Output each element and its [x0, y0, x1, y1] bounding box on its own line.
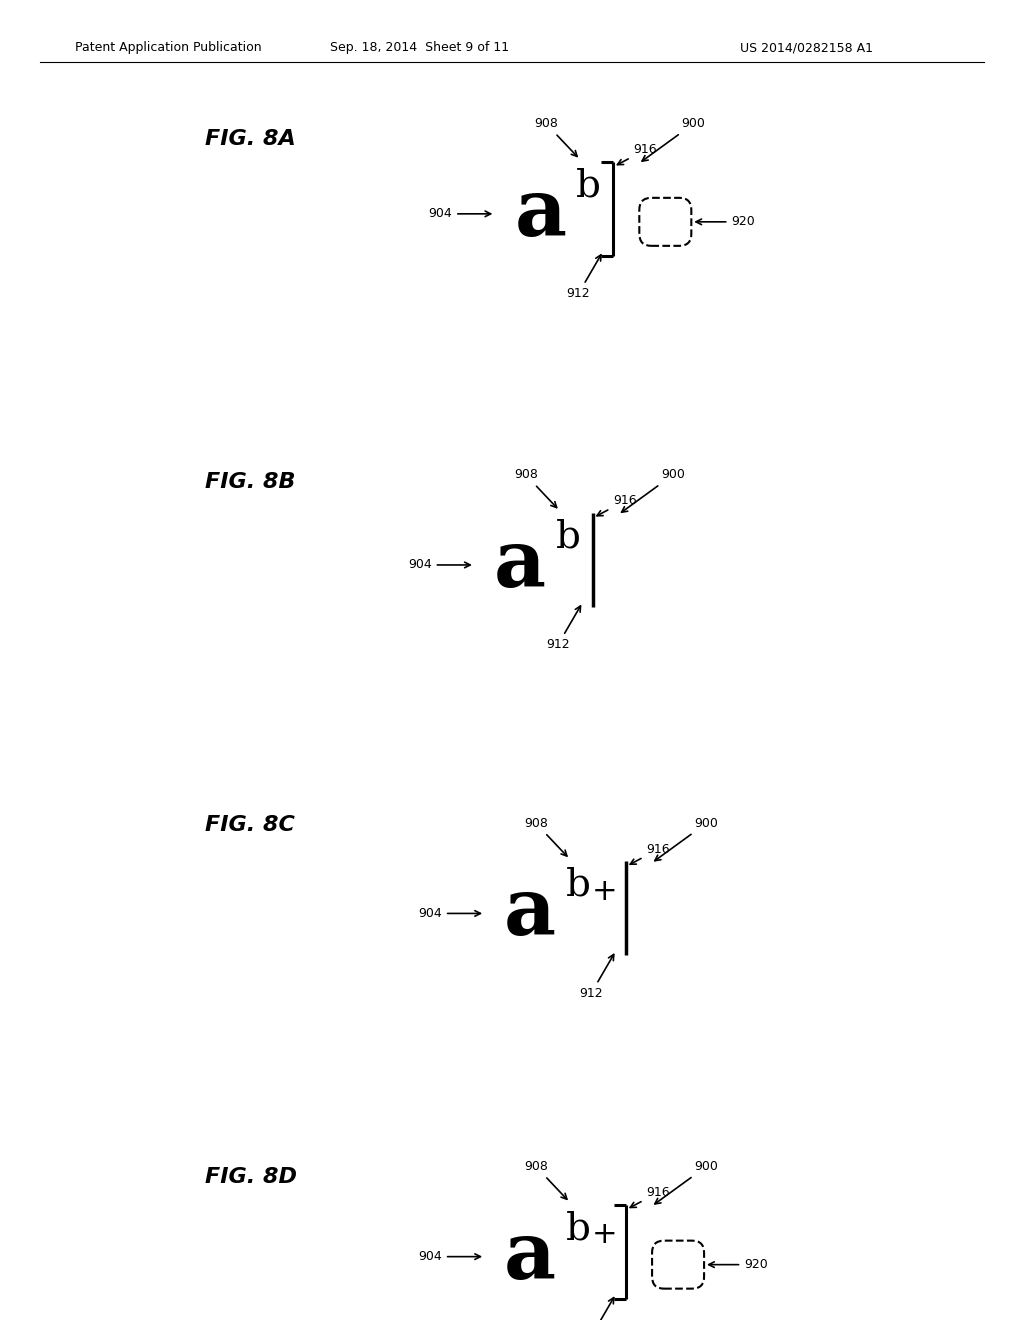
- Text: +: +: [591, 1220, 616, 1249]
- Text: 920: 920: [709, 1258, 768, 1271]
- Text: 916: 916: [617, 144, 657, 165]
- Text: FIG. 8A: FIG. 8A: [205, 128, 296, 149]
- Text: b: b: [555, 519, 581, 556]
- Text: 916: 916: [630, 1187, 670, 1208]
- Text: 912: 912: [566, 255, 601, 301]
- Text: 920: 920: [696, 215, 755, 228]
- Text: 904: 904: [408, 558, 470, 572]
- Text: 904: 904: [428, 207, 490, 220]
- Text: 916: 916: [630, 843, 670, 865]
- Text: 912: 912: [546, 606, 581, 652]
- Text: 908: 908: [524, 1160, 567, 1200]
- Text: 900: 900: [654, 817, 718, 861]
- Text: 900: 900: [622, 469, 685, 512]
- Text: a: a: [504, 874, 556, 953]
- Text: 908: 908: [524, 817, 567, 857]
- Text: 912: 912: [580, 1298, 613, 1320]
- Text: 908: 908: [535, 117, 578, 157]
- Text: +: +: [591, 876, 616, 906]
- Text: FIG. 8C: FIG. 8C: [205, 814, 295, 836]
- Text: 904: 904: [418, 1250, 480, 1263]
- Text: 912: 912: [580, 954, 613, 1001]
- Text: Patent Application Publication: Patent Application Publication: [75, 41, 261, 54]
- Text: a: a: [514, 174, 566, 253]
- Text: 900: 900: [642, 117, 706, 161]
- Text: 900: 900: [654, 1160, 718, 1204]
- Text: 908: 908: [514, 469, 557, 508]
- Text: b: b: [565, 867, 591, 904]
- Text: 904: 904: [418, 907, 480, 920]
- Text: FIG. 8D: FIG. 8D: [205, 1167, 297, 1188]
- Text: b: b: [575, 168, 601, 205]
- Text: a: a: [504, 1217, 556, 1296]
- Text: b: b: [565, 1210, 591, 1247]
- Text: Sep. 18, 2014  Sheet 9 of 11: Sep. 18, 2014 Sheet 9 of 11: [331, 41, 510, 54]
- Text: FIG. 8B: FIG. 8B: [205, 471, 295, 492]
- Text: 916: 916: [597, 495, 637, 516]
- Text: a: a: [494, 525, 546, 605]
- Text: US 2014/0282158 A1: US 2014/0282158 A1: [740, 41, 873, 54]
